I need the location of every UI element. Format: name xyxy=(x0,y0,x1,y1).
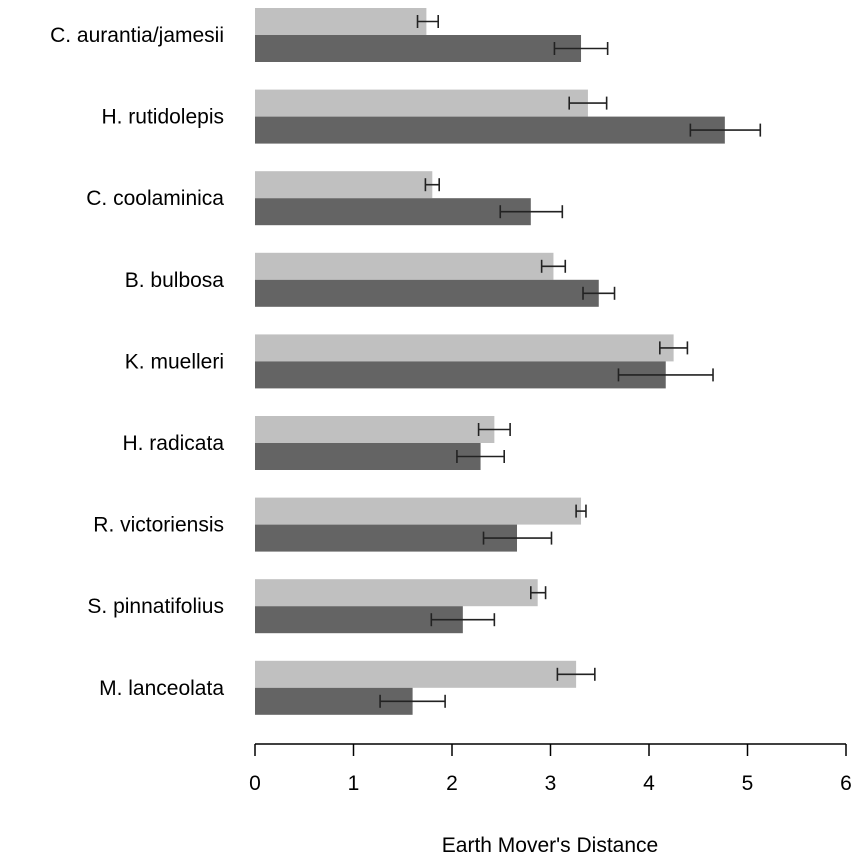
error-bar-series1-6 xyxy=(477,423,511,436)
error-bar-series1-1 xyxy=(416,15,440,28)
error-bar-series2-4 xyxy=(582,286,616,300)
category-label: H. radicata xyxy=(122,432,224,455)
bar-series1-2 xyxy=(255,89,588,117)
x-tick-label: 3 xyxy=(545,772,557,795)
category-label: S. pinnatifolius xyxy=(87,595,224,618)
error-bar-series1-7 xyxy=(575,504,587,518)
bar-series1-7 xyxy=(255,497,582,525)
bars-layer xyxy=(255,8,725,715)
category-label: H. rutidolepis xyxy=(101,106,224,129)
error-bar-series2-5 xyxy=(617,368,714,382)
error-bar-series2-3 xyxy=(499,205,564,219)
category-label: K. muelleri xyxy=(125,350,224,373)
bar-series1-9 xyxy=(255,660,577,688)
bar-series2-2 xyxy=(255,116,725,144)
error-bar-series2-8 xyxy=(430,613,496,627)
error-bar-series1-5 xyxy=(659,341,689,355)
bar-series2-5 xyxy=(255,361,666,389)
error-bar-series2-6 xyxy=(456,450,506,463)
x-tick-label: 2 xyxy=(446,772,458,795)
error-bar-series1-2 xyxy=(568,96,608,110)
bar-series2-4 xyxy=(255,279,599,307)
x-tick-label: 4 xyxy=(643,772,655,795)
error-bar-series2-9 xyxy=(379,694,446,708)
error-bar-series1-3 xyxy=(424,178,440,192)
error-bar-series2-2 xyxy=(689,123,762,137)
x-tick-label: 5 xyxy=(742,772,754,795)
error-bars-layer xyxy=(379,15,762,708)
error-bar-series1-9 xyxy=(556,667,596,681)
category-label: M. lanceolata xyxy=(99,677,224,700)
x-axis: 0 1 2 3 4 5 6 xyxy=(249,743,852,795)
bar-series2-1 xyxy=(255,35,582,62)
x-tick-label: 1 xyxy=(348,772,360,795)
x-tick-label: 6 xyxy=(840,772,852,795)
x-tick-label: 0 xyxy=(249,772,261,795)
bar-series1-3 xyxy=(255,171,433,199)
bar-series2-8 xyxy=(255,606,463,634)
category-label: C. aurantia/jamesii xyxy=(50,24,224,47)
error-bar-series1-4 xyxy=(540,259,567,273)
bar-series2-3 xyxy=(255,198,531,226)
category-label: R. victoriensis xyxy=(93,514,224,537)
error-bar-series2-7 xyxy=(482,531,553,545)
bar-series1-6 xyxy=(255,416,495,443)
bar-series1-8 xyxy=(255,579,538,607)
x-axis-label: Earth Mover's Distance xyxy=(442,834,658,855)
bar-series2-6 xyxy=(255,443,481,470)
bar-series1-1 xyxy=(255,8,427,35)
bar-series1-5 xyxy=(255,334,674,362)
bar-series1-4 xyxy=(255,252,554,280)
category-label: C. coolaminica xyxy=(86,187,224,210)
error-bar-series2-1 xyxy=(553,42,609,55)
bar-series2-7 xyxy=(255,524,518,552)
category-label: B. bulbosa xyxy=(125,269,225,292)
error-bar-series1-8 xyxy=(529,586,547,600)
category-labels: C. aurantia/jamesii H. rutidolepis C. cool… xyxy=(50,24,224,700)
